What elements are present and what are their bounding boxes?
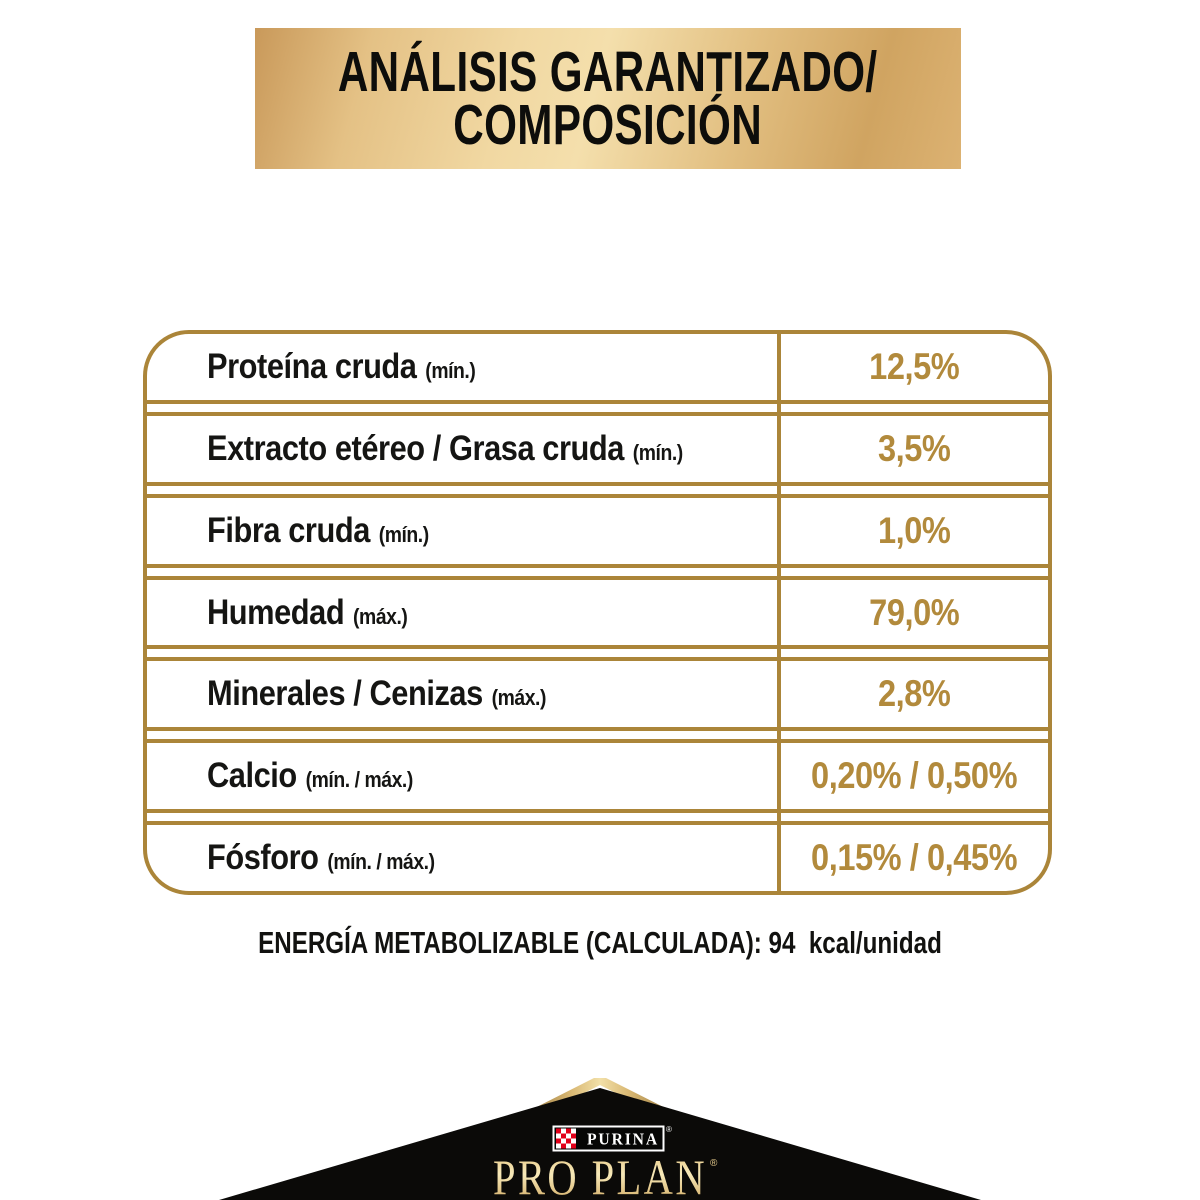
nutrient-label-group: Fibra cruda (mín.) — [207, 511, 429, 551]
nutrient-cell: Fósforo (mín. / máx.) — [147, 825, 777, 891]
value-cell: 0,20% / 0,50% — [781, 743, 1048, 809]
nutrient-label-group: Humedad (máx.) — [207, 592, 408, 633]
purina-logo: PURINA ® — [552, 1125, 672, 1152]
nutrient-name: Calcio — [207, 756, 297, 796]
purina-checkerboard-icon — [556, 1128, 576, 1149]
nutrient-label-group: Extracto etéreo / Grasa cruda (mín.) — [207, 429, 683, 469]
title-banner: ANÁLISIS GARANTIZADO/ COMPOSICIÓN — [255, 28, 961, 169]
proplan-logo: PRO PLAN ® — [493, 1149, 718, 1200]
nutrient-cell: Calcio (mín. / máx.) — [147, 743, 777, 809]
value-cell: 0,15% / 0,45% — [781, 825, 1048, 891]
nutrient-value: 12,5% — [869, 345, 960, 387]
nutrient-value: 2,8% — [878, 673, 951, 715]
nutrient-value: 0,15% / 0,45% — [811, 837, 1018, 879]
title-line-2: COMPOSICIÓN — [453, 92, 763, 157]
nutrient-qualifier: (mín. / máx.) — [305, 767, 414, 793]
nutrient-qualifier: (máx.) — [491, 685, 547, 711]
nutrient-name: Proteína cruda — [207, 346, 417, 386]
nutrient-label-group: Minerales / Cenizas (máx.) — [207, 674, 546, 714]
nutrient-value: 3,5% — [878, 427, 951, 469]
table-row: Fibra cruda (mín.) 1,0% — [147, 493, 1048, 568]
value-cell: 12,5% — [781, 334, 1048, 400]
table-row: Proteína cruda (mín.) 12,5% — [147, 334, 1048, 404]
table-row: Fósforo (mín. / máx.) 0,15% / 0,45% — [147, 821, 1048, 891]
value-cell: 79,0% — [781, 580, 1048, 646]
nutrient-cell: Extracto etéreo / Grasa cruda (mín.) — [147, 416, 777, 482]
value-cell: 2,8% — [781, 661, 1048, 727]
page-title: ANÁLISIS GARANTIZADO/ COMPOSICIÓN — [338, 39, 878, 157]
table-rows: Proteína cruda (mín.) 12,5% Extracto eté… — [147, 334, 1048, 891]
nutrient-name: Fósforo — [207, 838, 319, 878]
table-row: Extracto etéreo / Grasa cruda (mín.) 3,5… — [147, 411, 1048, 486]
nutrient-qualifier: (máx.) — [353, 603, 408, 629]
value-cell: 3,5% — [781, 416, 1048, 482]
nutrient-cell: Fibra cruda (mín.) — [147, 498, 777, 564]
nutrient-cell: Minerales / Cenizas (máx.) — [147, 661, 777, 727]
nutrient-cell: Humedad (máx.) — [147, 580, 777, 646]
value-cell: 1,0% — [781, 498, 1048, 564]
nutrient-value: 1,0% — [878, 509, 951, 551]
nutrient-name: Extracto etéreo / Grasa cruda — [207, 428, 624, 468]
nutrient-cell: Proteína cruda (mín.) — [147, 334, 777, 400]
nutrient-label-group: Proteína cruda (mín.) — [207, 346, 476, 387]
proplan-wordmark: PRO PLAN — [493, 1149, 707, 1200]
nutrient-value: 0,20% / 0,50% — [811, 755, 1018, 797]
table-row: Calcio (mín. / máx.) 0,20% / 0,50% — [147, 739, 1048, 814]
table-row: Minerales / Cenizas (máx.) 2,8% — [147, 657, 1048, 732]
nutrient-label-group: Fósforo (mín. / máx.) — [207, 838, 435, 878]
column-divider — [777, 334, 781, 891]
nutrient-name: Fibra cruda — [207, 510, 370, 550]
nutrient-name: Humedad — [207, 592, 345, 632]
nutrient-qualifier: (mín.) — [378, 521, 430, 547]
analysis-table: Proteína cruda (mín.) 12,5% Extracto eté… — [143, 330, 1052, 895]
table-row: Humedad (máx.) 79,0% — [147, 575, 1048, 650]
proplan-registered-mark: ® — [710, 1158, 718, 1169]
nutrient-value: 79,0% — [869, 591, 960, 633]
purina-registered-mark: ® — [666, 1125, 672, 1134]
nutrient-label-group: Calcio (mín. / máx.) — [207, 756, 413, 796]
purina-wordmark: PURINA — [587, 1130, 659, 1149]
title-line-1: ANÁLISIS GARANTIZADO/ — [338, 39, 878, 104]
nutrient-name: Minerales / Cenizas — [207, 674, 483, 714]
nutrient-qualifier: (mín.) — [425, 357, 476, 383]
nutrient-qualifier: (mín. / máx.) — [327, 849, 435, 875]
brand-footer: PURINA ® PRO PLAN ® — [219, 1078, 981, 1200]
nutrient-qualifier: (mín.) — [632, 439, 684, 465]
energy-note: ENERGÍA METABOLIZABLE (CALCULADA): 94 kc… — [258, 925, 942, 960]
